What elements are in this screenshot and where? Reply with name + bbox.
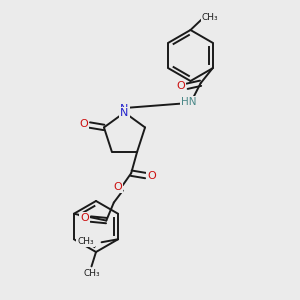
Text: O: O	[79, 119, 88, 129]
Text: O: O	[176, 81, 185, 91]
Text: N: N	[120, 104, 129, 114]
Text: O: O	[147, 171, 156, 181]
Text: CH₃: CH₃	[84, 269, 100, 278]
Text: O: O	[114, 182, 122, 192]
Text: CH₃: CH₃	[202, 13, 218, 22]
Text: O: O	[80, 213, 89, 223]
Text: N: N	[120, 107, 129, 118]
Text: HN: HN	[181, 97, 196, 107]
Text: CH₃: CH₃	[77, 237, 94, 246]
